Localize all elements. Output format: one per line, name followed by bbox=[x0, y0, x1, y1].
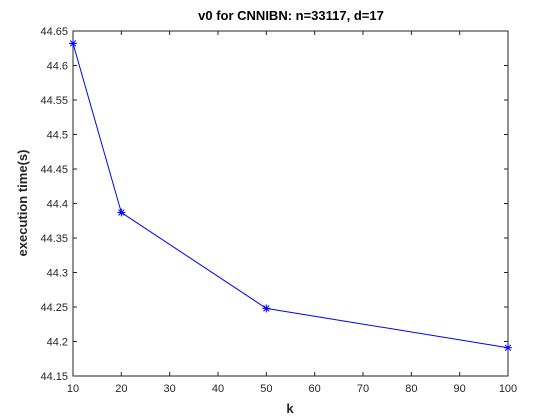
x-tick-label: 70 bbox=[357, 383, 369, 395]
chart-title: v0 for CNNIBN: n=33117, d=17 bbox=[198, 8, 384, 23]
series-layer bbox=[69, 39, 512, 352]
y-tick-label: 44.3 bbox=[47, 268, 68, 280]
x-axis: 10 20 30 40 50 60 70 80 90 100 bbox=[67, 31, 517, 395]
series-line bbox=[72, 43, 509, 349]
data-point-marker bbox=[117, 208, 126, 217]
y-tick-label: 44.5 bbox=[47, 130, 68, 142]
x-tick-label: 90 bbox=[454, 383, 466, 395]
y-tick-label: 44.65 bbox=[40, 26, 68, 38]
x-tick-label: 20 bbox=[115, 383, 127, 395]
y-tick-label: 44.45 bbox=[40, 164, 68, 176]
x-tick-label: 60 bbox=[309, 383, 321, 395]
y-tick-label: 44.4 bbox=[47, 199, 68, 211]
y-axis: 44.15 44.2 44.25 44.3 44.35 44.4 44.45 44.5 44.5… bbox=[40, 26, 508, 383]
data-point-marker bbox=[69, 39, 77, 48]
y-tick-label: 44.6 bbox=[47, 61, 68, 73]
x-tick-label: 100 bbox=[499, 383, 517, 395]
x-tick-label: 30 bbox=[164, 383, 176, 395]
y-axis-title: execution time(s) bbox=[15, 150, 30, 257]
x-tick-label: 50 bbox=[260, 383, 272, 395]
x-tick-label: 80 bbox=[405, 383, 417, 395]
y-tick-label: 44.55 bbox=[40, 95, 68, 107]
x-tick-label: 10 bbox=[67, 383, 79, 395]
y-tick-label: 44.25 bbox=[40, 302, 68, 314]
x-tick-label: 40 bbox=[212, 383, 224, 395]
y-tick-label: 44.35 bbox=[40, 233, 68, 245]
data-point-marker bbox=[262, 304, 271, 313]
y-tick-label: 44.15 bbox=[40, 371, 68, 383]
plot-area bbox=[72, 30, 509, 377]
data-point-marker bbox=[504, 343, 512, 352]
x-axis-title: k bbox=[286, 401, 294, 416]
y-tick-label: 44.2 bbox=[47, 337, 68, 349]
